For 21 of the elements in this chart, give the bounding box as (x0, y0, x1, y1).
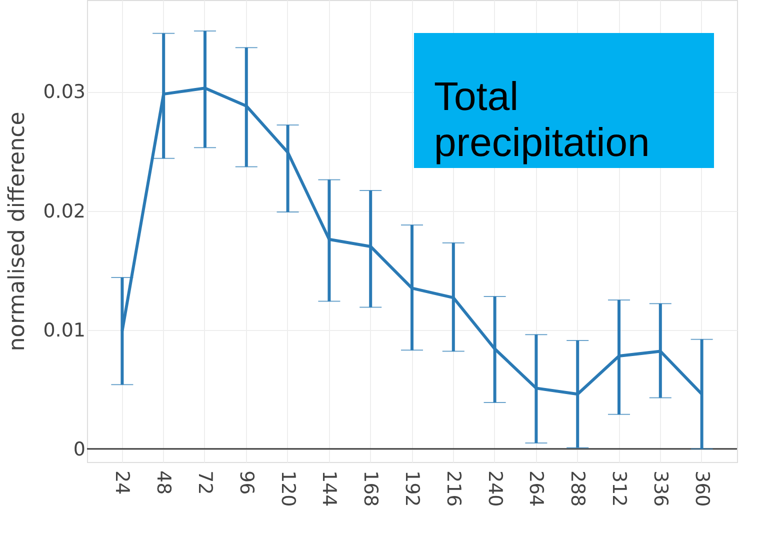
x-tick-label: 192 (401, 470, 423, 507)
x-tick-label: 24 (111, 470, 134, 495)
x-tick-label: 144 (318, 470, 340, 507)
x-tick-label: 216 (442, 470, 464, 507)
y-tick-label: 0 (73, 438, 86, 460)
x-tick-label: 264 (525, 470, 548, 507)
x-tick-label: 120 (276, 470, 299, 507)
x-tick-label: 360 (690, 470, 713, 507)
x-tick-label: 96 (235, 470, 258, 495)
x-tick-label: 168 (360, 470, 382, 507)
x-tick-label: 312 (608, 470, 630, 507)
x-tick-label: 336 (649, 470, 672, 507)
y-tick-label: 0.02 (43, 200, 86, 222)
x-tick-label: 48 (152, 470, 175, 495)
y-tick-label: 0.01 (43, 319, 86, 342)
y-tick-label: 0.03 (43, 81, 86, 104)
y-axis-title: normalised difference (5, 112, 30, 352)
x-tick-label: 72 (194, 470, 216, 495)
annotation: Total precipitation (434, 75, 650, 165)
x-tick-label: 288 (566, 470, 589, 507)
x-tick-label: 240 (484, 470, 506, 507)
